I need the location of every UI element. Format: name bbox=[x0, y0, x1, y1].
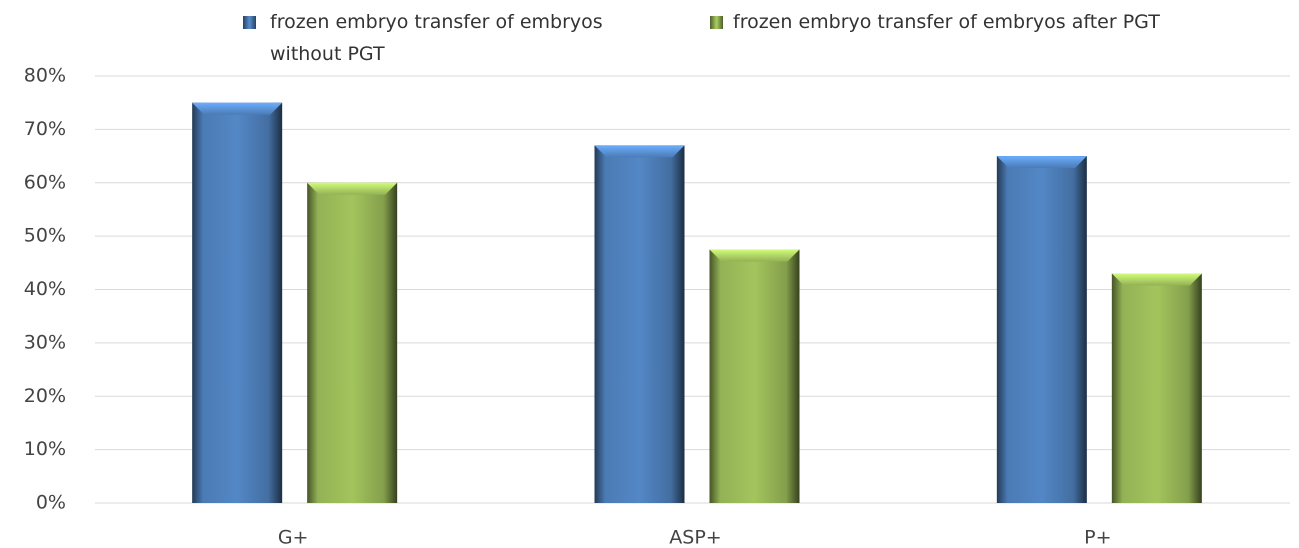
bar bbox=[192, 102, 283, 503]
legend-label: frozen embryo transfer of embryos after … bbox=[733, 11, 1160, 33]
bar-group bbox=[192, 102, 283, 503]
bar-cap bbox=[709, 249, 800, 262]
bar-group bbox=[996, 156, 1087, 503]
y-tick-label: 30% bbox=[24, 331, 66, 353]
y-tick-label: 80% bbox=[24, 65, 66, 87]
y-tick-label: 20% bbox=[24, 385, 66, 407]
bar bbox=[996, 156, 1087, 503]
y-tick-label: 50% bbox=[24, 225, 66, 247]
legend-swatch bbox=[710, 16, 723, 29]
bar bbox=[709, 249, 800, 503]
bar-cap bbox=[1111, 273, 1202, 286]
legend-label: frozen embryo transfer of embryos withou… bbox=[270, 11, 603, 65]
bar-cap bbox=[996, 156, 1087, 169]
y-tick-label: 70% bbox=[24, 118, 66, 140]
x-tick-label: P+ bbox=[1084, 527, 1111, 548]
y-tick-label: 40% bbox=[24, 278, 66, 300]
bar-cap bbox=[307, 182, 398, 195]
bar bbox=[594, 145, 685, 503]
bar bbox=[307, 182, 398, 503]
bar-group bbox=[307, 182, 398, 503]
bar-cap bbox=[594, 145, 685, 158]
bar-group bbox=[1111, 273, 1202, 503]
legend-swatch bbox=[243, 16, 256, 29]
x-tick-label: G+ bbox=[278, 527, 309, 548]
bar-cap bbox=[192, 102, 283, 115]
x-tick-label: ASP+ bbox=[669, 527, 721, 548]
y-tick-label: 10% bbox=[24, 438, 66, 460]
y-tick-label: 60% bbox=[24, 171, 66, 193]
bar bbox=[1111, 273, 1202, 503]
bar-group bbox=[594, 145, 685, 503]
y-tick-label: 0% bbox=[36, 492, 66, 514]
bar-group bbox=[709, 249, 800, 503]
